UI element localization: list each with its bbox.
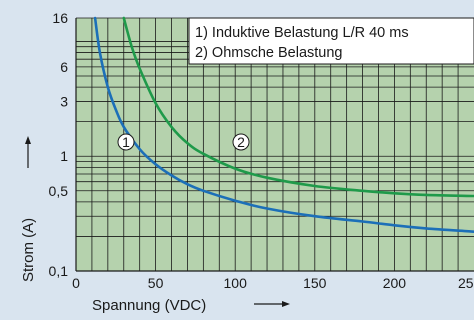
axes bbox=[75, 18, 474, 272]
series-marker-1: 1 bbox=[117, 133, 135, 151]
y-axis-label: Strom (A) bbox=[20, 218, 37, 282]
y-tick-label: 1 bbox=[60, 148, 68, 164]
x-tick-label: 50 bbox=[148, 275, 164, 291]
y-axis-arrow bbox=[25, 136, 31, 168]
legend: 1) Induktive Belastung L/R 40 ms 2) Ohms… bbox=[188, 17, 474, 65]
series-lines bbox=[93, 16, 474, 233]
series-marker-2: 2 bbox=[232, 133, 250, 151]
series-marker-2-label: 2 bbox=[237, 134, 245, 150]
tick-labels: 0 50 100 150 200 250 0,1 0,5 1 3 6 16 bbox=[49, 10, 474, 291]
x-axis-label: Spannung (VDC) bbox=[92, 297, 206, 314]
series-marker-1-label: 1 bbox=[122, 134, 130, 150]
x-tick-label: 100 bbox=[224, 275, 248, 291]
y-tick-label: 3 bbox=[60, 93, 68, 109]
x-tick-label: 250 bbox=[458, 275, 474, 291]
series-line-1 bbox=[93, 16, 474, 233]
x-axis-arrow bbox=[254, 301, 290, 307]
y-tick-label: 16 bbox=[52, 10, 68, 26]
y-tick-label: 0,5 bbox=[49, 183, 69, 199]
legend-entry-1: 1) Induktive Belastung L/R 40 ms bbox=[195, 25, 409, 41]
series-line-2 bbox=[122, 16, 474, 198]
y-tick-label: 0,1 bbox=[49, 263, 69, 279]
y-tick-label: 6 bbox=[60, 59, 68, 75]
legend-box bbox=[188, 17, 474, 65]
x-tick-label: 200 bbox=[383, 275, 407, 291]
x-tick-label: 150 bbox=[303, 275, 327, 291]
x-tick-label: 0 bbox=[72, 275, 80, 291]
legend-entry-2: 2) Ohmsche Belastung bbox=[195, 45, 343, 61]
